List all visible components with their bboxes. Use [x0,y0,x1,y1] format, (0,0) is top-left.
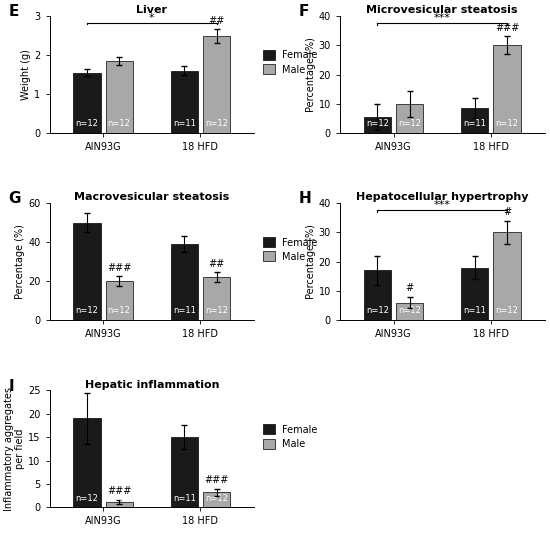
Text: ##: ## [208,16,224,26]
Text: n=12: n=12 [108,307,130,316]
Bar [493,45,521,133]
Text: #: # [503,207,511,217]
Bar [396,104,424,133]
Text: ###: ### [205,475,229,485]
Legend: Female, Male: Female, Male [263,425,318,449]
Text: n=11: n=11 [173,119,196,128]
Text: n=12: n=12 [205,493,228,502]
Text: E: E [9,4,19,19]
Y-axis label: Percentage (%): Percentage (%) [306,224,316,299]
Bar [106,281,133,320]
Text: n=11: n=11 [464,307,486,316]
Text: ###: ### [107,486,131,496]
Text: *: * [149,13,155,22]
Title: Liver: Liver [136,5,167,15]
Bar [73,419,101,507]
Text: n=12: n=12 [205,307,228,316]
Text: n=12: n=12 [496,119,519,128]
Text: n=12: n=12 [75,307,98,316]
Title: Hepatic inflammation: Hepatic inflammation [85,380,219,389]
Bar [106,501,133,507]
Legend: Female, Male: Female, Male [263,237,318,262]
Text: ###: ### [107,263,131,273]
Text: ***: *** [434,13,450,23]
Legend: Female, Male: Female, Male [263,50,318,75]
Bar [170,244,198,320]
Text: n=12: n=12 [108,119,130,128]
Title: Microvesicular steatosis: Microvesicular steatosis [366,5,518,15]
Y-axis label: Weight (g): Weight (g) [21,49,31,100]
Bar [461,108,488,133]
Text: ##: ## [208,259,224,269]
Bar [73,223,101,320]
Bar [493,232,521,320]
Bar [203,277,230,320]
Text: n=11: n=11 [464,119,486,128]
Text: n=12: n=12 [398,119,421,128]
Y-axis label: Percentage (%): Percentage (%) [15,224,25,299]
Bar [364,270,391,320]
Text: n=12: n=12 [366,307,389,316]
Text: H: H [299,192,312,207]
Text: n=11: n=11 [173,493,196,502]
Y-axis label: Inflammatory aggregates
per field: Inflammatory aggregates per field [4,387,25,511]
Text: n=12: n=12 [366,119,389,128]
Bar [203,492,230,507]
Text: ***: *** [434,200,450,210]
Bar [106,61,133,133]
Text: n=12: n=12 [496,307,519,316]
Bar [461,268,488,320]
Y-axis label: Percentage (%): Percentage (%) [306,37,316,112]
Bar [73,73,101,133]
Title: Hepatocellular hypertrophy: Hepatocellular hypertrophy [356,192,529,202]
Text: n=12: n=12 [398,307,421,316]
Bar [203,36,230,133]
Bar [170,70,198,133]
Title: Macrovesicular steatosis: Macrovesicular steatosis [74,192,229,202]
Text: ###: ### [495,23,519,33]
Text: #: # [405,283,414,293]
Text: I: I [9,379,14,394]
Text: n=11: n=11 [173,307,196,316]
Text: n=12: n=12 [75,493,98,502]
Text: n=12: n=12 [108,493,130,502]
Bar [364,117,391,133]
Bar [170,437,198,507]
Text: F: F [299,4,310,19]
Text: n=12: n=12 [75,119,98,128]
Text: n=12: n=12 [205,119,228,128]
Bar [396,303,424,320]
Text: G: G [9,192,21,207]
